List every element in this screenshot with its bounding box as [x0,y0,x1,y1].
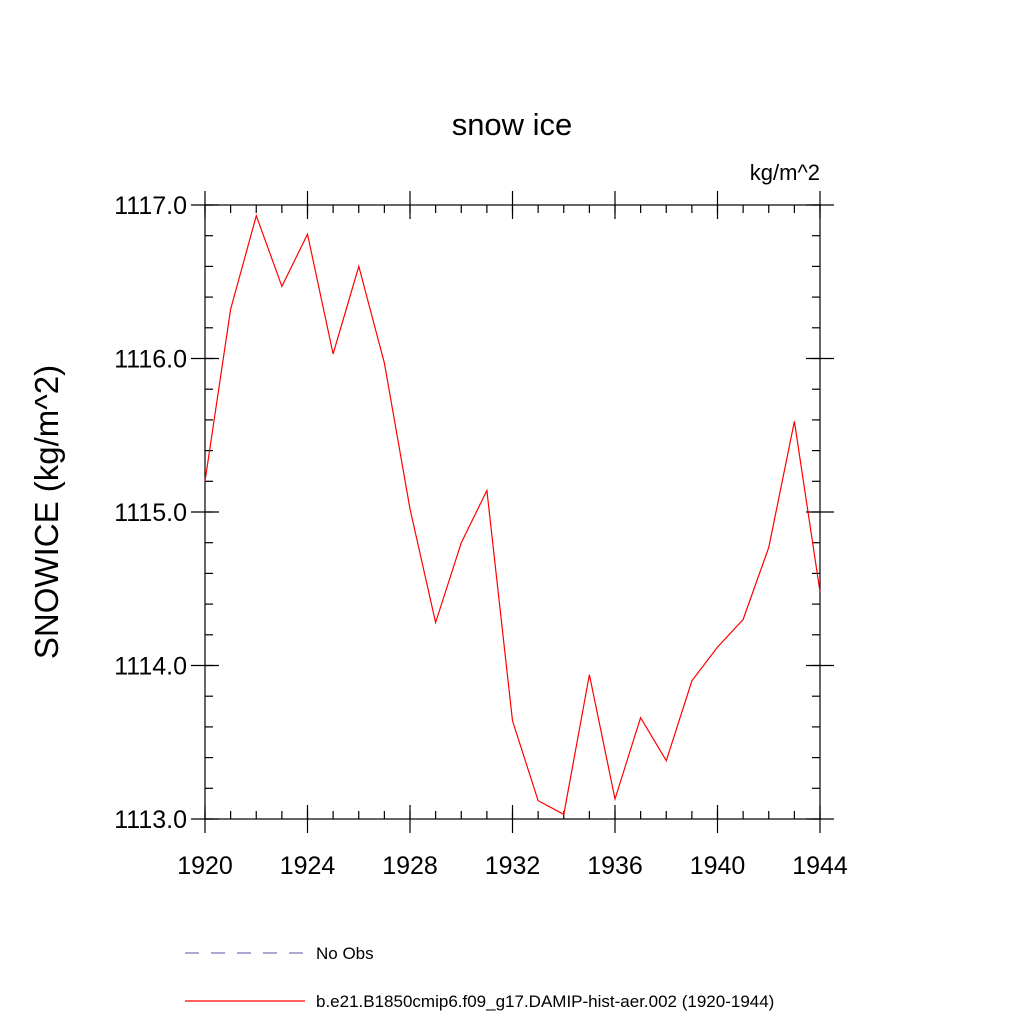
x-tick-label: 1940 [690,852,746,880]
x-tick-label: 1936 [587,852,643,880]
chart-title: snow ice [452,107,573,142]
x-tick-label: 1924 [280,852,336,880]
units-label: kg/m^2 [750,160,820,185]
x-tick-label: 1944 [792,852,848,880]
x-tick-label: 1920 [177,852,233,880]
legend: No Obs b.e21.B1850cmip6.f09_g17.DAMIP-his… [185,944,774,1011]
legend-label: No Obs [316,944,374,963]
plot-frame [204,204,821,820]
x-tick-label: 1932 [485,852,541,880]
y-tick-label: 1114.0 [114,653,187,681]
data-series [204,213,821,816]
y-axis-label: SNOWICE (kg/m^2) [28,365,65,659]
y-tick-label: 1117.0 [114,192,187,220]
y-tick-label: 1113.0 [114,806,187,834]
x-tick-label: 1928 [382,852,438,880]
axes: 1920 1924 1928 1932 1936 1940 1944 1113.0 1114.0… [114,191,848,880]
y-tick-label: 1116.0 [114,346,187,374]
y-tick-label: 1115.0 [114,499,187,527]
legend-label: b.e21.B1850cmip6.f09_g17.DAMIP-hist-aer.… [316,992,774,1011]
series-line [204,213,821,816]
